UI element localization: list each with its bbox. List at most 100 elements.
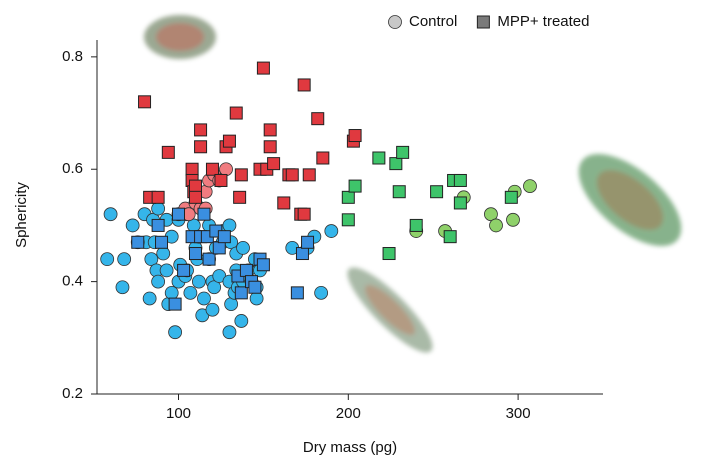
data-point — [430, 185, 444, 199]
data-point — [453, 173, 467, 187]
data-point — [207, 280, 222, 295]
data-point — [297, 78, 311, 92]
data-point — [188, 179, 202, 193]
data-point — [185, 162, 199, 176]
data-point — [115, 280, 130, 295]
data-point — [523, 179, 537, 193]
data-point — [506, 212, 520, 227]
data-point — [301, 235, 315, 249]
data-point — [263, 140, 277, 154]
data-point — [234, 314, 249, 328]
data-point — [155, 235, 169, 249]
data-point — [217, 230, 231, 244]
data-point — [212, 241, 226, 255]
data-point — [222, 325, 237, 340]
data-point — [453, 196, 467, 210]
data-point — [285, 168, 299, 182]
data-point — [197, 207, 211, 221]
data-point — [188, 247, 202, 261]
data-point — [324, 224, 339, 238]
data-point — [214, 173, 228, 187]
data-point — [222, 134, 236, 148]
data-point — [248, 280, 262, 294]
y-tick-label: 0.8 — [62, 48, 83, 65]
data-point — [277, 196, 291, 210]
data-point — [194, 140, 208, 154]
data-point — [249, 291, 264, 306]
data-point — [144, 252, 159, 267]
data-point — [295, 247, 309, 261]
data-point — [131, 235, 145, 249]
data-point — [389, 157, 403, 171]
data-point — [222, 218, 237, 233]
data-point — [267, 157, 281, 171]
data-point — [183, 285, 198, 300]
data-point — [290, 286, 304, 300]
data-point — [177, 263, 191, 277]
data-point — [117, 252, 132, 267]
data-point — [489, 218, 503, 233]
data-point — [151, 201, 166, 216]
cell-image — [347, 267, 433, 353]
x-tick-label: 100 — [166, 405, 191, 422]
data-point — [164, 285, 179, 300]
data-point — [100, 252, 115, 267]
data-point — [256, 258, 270, 272]
data-point — [348, 129, 362, 143]
data-point — [161, 145, 175, 159]
data-point — [302, 168, 316, 182]
legend-marker — [476, 15, 490, 29]
legend-marker — [388, 15, 402, 29]
data-point — [205, 162, 219, 176]
data-point — [202, 252, 216, 266]
data-point — [197, 291, 211, 306]
data-point — [205, 302, 220, 317]
data-point — [409, 218, 423, 232]
data-point — [297, 207, 311, 221]
data-point — [504, 190, 518, 204]
data-point — [256, 61, 270, 75]
data-point — [236, 241, 250, 255]
data-point — [233, 190, 247, 204]
data-point — [392, 185, 406, 199]
data-point — [138, 95, 152, 109]
cell-image — [144, 15, 216, 59]
data-point — [151, 274, 166, 289]
data-point — [168, 325, 183, 340]
data-point — [443, 230, 457, 244]
data-point — [151, 218, 165, 232]
data-point — [316, 151, 330, 165]
data-point — [168, 297, 182, 311]
data-point — [239, 263, 253, 277]
y-tick-label: 0.2 — [62, 385, 83, 402]
data-point — [172, 207, 186, 221]
data-point — [484, 207, 498, 222]
data-point — [188, 190, 202, 204]
x-tick-label: 300 — [506, 405, 531, 422]
data-point — [263, 123, 277, 137]
data-point — [341, 213, 355, 227]
data-point — [348, 179, 362, 193]
data-point — [125, 218, 140, 233]
data-point — [156, 246, 171, 261]
data-point — [103, 207, 118, 222]
data-point — [194, 123, 208, 137]
data-point — [234, 286, 248, 300]
cell-image — [578, 153, 682, 247]
legend-label: MPP+ treated — [497, 13, 589, 30]
y-tick-label: 0.4 — [62, 273, 83, 290]
data-point — [191, 274, 206, 289]
legend-label: Control — [409, 13, 457, 30]
y-axis-label: Sphericity — [13, 182, 30, 248]
y-tick-label: 0.6 — [62, 160, 83, 177]
data-point — [396, 145, 410, 159]
x-tick-label: 200 — [336, 405, 361, 422]
data-point — [159, 263, 174, 278]
data-point — [341, 190, 355, 204]
data-point — [151, 190, 165, 204]
data-point — [229, 106, 243, 120]
data-point — [314, 285, 329, 300]
data-point — [372, 151, 386, 165]
data-point — [234, 168, 248, 182]
